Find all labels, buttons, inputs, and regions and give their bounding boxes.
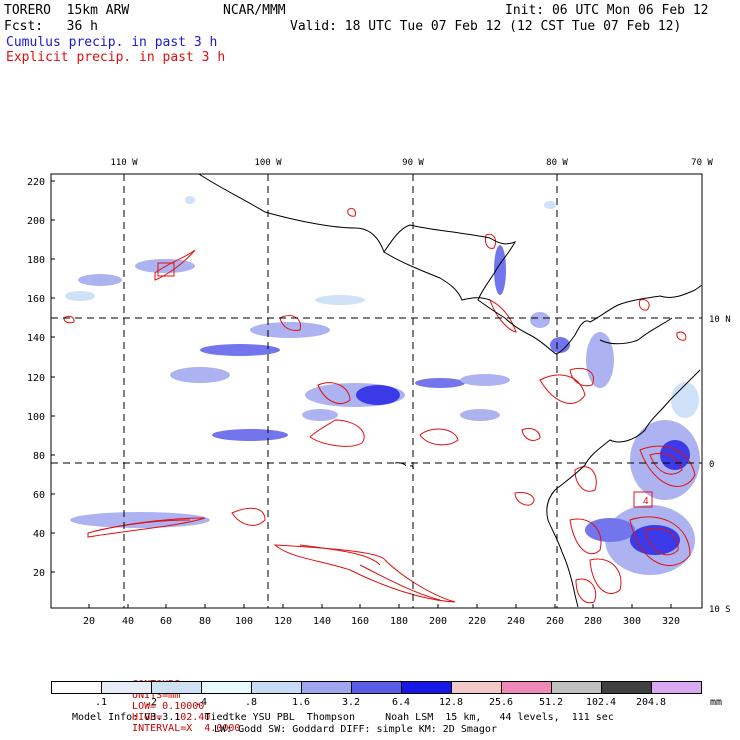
x-tick: 220 xyxy=(468,616,486,627)
legend-swatch xyxy=(602,682,652,693)
x-tick: 140 xyxy=(313,616,331,627)
model-title: TORERO 15km ARW xyxy=(4,3,130,18)
contours-low: LOW= 0.10000 xyxy=(132,701,205,712)
y-tick: 200 xyxy=(27,216,45,227)
x-tick-marks xyxy=(88,604,672,608)
legend-label: 1.6 xyxy=(291,697,311,708)
top-lon-labels: 110 W 100 W 90 W 80 W 70 W xyxy=(110,158,713,168)
legend-swatch xyxy=(452,682,502,693)
legend-swatch xyxy=(102,682,152,693)
legend-label: .2 xyxy=(144,697,158,708)
y-tick: 220 xyxy=(27,177,45,188)
lon-label-100w: 100 W xyxy=(254,158,282,168)
lon-label-80w: 80 W xyxy=(546,158,568,168)
y-tick: 20 xyxy=(33,568,45,579)
legend-label: 12.8 xyxy=(438,697,464,708)
y-tick: 100 xyxy=(27,412,45,423)
model-info-line-1: Model Info: V3.3.1 Tiedtke YSU PBL Thomp… xyxy=(72,712,614,723)
legend-label: .1 xyxy=(94,697,108,708)
legend-swatch xyxy=(402,682,452,693)
y-tick: 120 xyxy=(27,373,45,384)
legend-unit: mm xyxy=(710,697,723,708)
valid-time: Valid: 18 UTC Tue 07 Feb 12 (12 CST Tue … xyxy=(290,19,682,34)
x-tick: 100 xyxy=(235,616,253,627)
legend-swatch xyxy=(252,682,302,693)
legend-label: 51.2 xyxy=(538,697,564,708)
x-tick: 120 xyxy=(274,616,292,627)
legend-label: 102.4 xyxy=(585,697,617,708)
y-tick-labels: 220 200 180 160 140 120 100 80 60 40 20 xyxy=(27,177,45,579)
lat-label-0: 0 xyxy=(709,460,714,470)
x-tick: 20 xyxy=(83,616,95,627)
x-tick: 80 xyxy=(199,616,211,627)
x-tick: 260 xyxy=(546,616,564,627)
color-legend-bar xyxy=(51,681,702,694)
legend-swatch xyxy=(352,682,402,693)
model-info-line-2: LW: Godd SW: Goddard DIFF: simple KM: 2D… xyxy=(214,724,497,735)
contours-interval: INTERVAL=X 4.0000 xyxy=(132,723,241,734)
x-tick: 320 xyxy=(662,616,680,627)
y-tick: 160 xyxy=(27,294,45,305)
legend-label: .4 xyxy=(194,697,208,708)
storm-box-2 xyxy=(633,491,653,508)
y-tick-marks xyxy=(51,180,55,573)
x-tick: 280 xyxy=(584,616,602,627)
graticule xyxy=(51,174,702,608)
legend-label: 6.4 xyxy=(391,697,411,708)
legend-label: 204.8 xyxy=(635,697,667,708)
legend-swatch xyxy=(302,682,352,693)
x-tick: 40 xyxy=(122,616,134,627)
explicit-precip-caption: Explicit precip. in past 3 h xyxy=(6,50,226,65)
legend-swatch xyxy=(52,682,102,693)
y-tick: 80 xyxy=(33,451,45,462)
legend-label: 3.2 xyxy=(341,697,361,708)
cumulus-precip-caption: Cumulus precip. in past 3 h xyxy=(6,35,218,50)
x-tick: 240 xyxy=(507,616,525,627)
x-tick: 200 xyxy=(429,616,447,627)
legend-label: 25.6 xyxy=(488,697,514,708)
legend-swatch xyxy=(552,682,602,693)
right-lat-labels: 10 N 0 10 S xyxy=(709,315,731,615)
forecast-hour: Fcst: 36 h xyxy=(4,19,98,34)
legend-swatch xyxy=(152,682,202,693)
lon-label-70w: 70 W xyxy=(691,158,713,168)
legend-swatch xyxy=(202,682,252,693)
x-tick: 300 xyxy=(623,616,641,627)
contours-units: UNITS=mm xyxy=(132,690,181,701)
x-tick: 180 xyxy=(390,616,408,627)
lat-label-10n: 10 N xyxy=(709,315,731,325)
legend-swatch xyxy=(502,682,552,693)
y-tick: 40 xyxy=(33,529,45,540)
y-tick: 180 xyxy=(27,255,45,266)
center-label: NCAR/MMM xyxy=(223,3,286,18)
lon-label-90w: 90 W xyxy=(402,158,424,168)
lat-label-10s: 10 S xyxy=(709,605,731,615)
y-tick: 140 xyxy=(27,333,45,344)
x-tick: 160 xyxy=(351,616,369,627)
init-time: Init: 06 UTC Mon 06 Feb 12 xyxy=(505,3,709,18)
legend-swatch xyxy=(652,682,701,693)
contours-high: HIGH= 102.40 xyxy=(132,712,211,723)
cumulus-precip-areas xyxy=(65,196,700,575)
x-tick: 60 xyxy=(160,616,172,627)
lon-label-110w: 110 W xyxy=(110,158,138,168)
storm-box-label: 4 xyxy=(643,496,649,507)
x-tick-labels: 20 40 60 80 100 120 140 160 180 200 220 … xyxy=(83,616,680,627)
y-tick: 60 xyxy=(33,490,45,501)
storm-box-1 xyxy=(157,262,175,277)
legend-label: .8 xyxy=(244,697,258,708)
